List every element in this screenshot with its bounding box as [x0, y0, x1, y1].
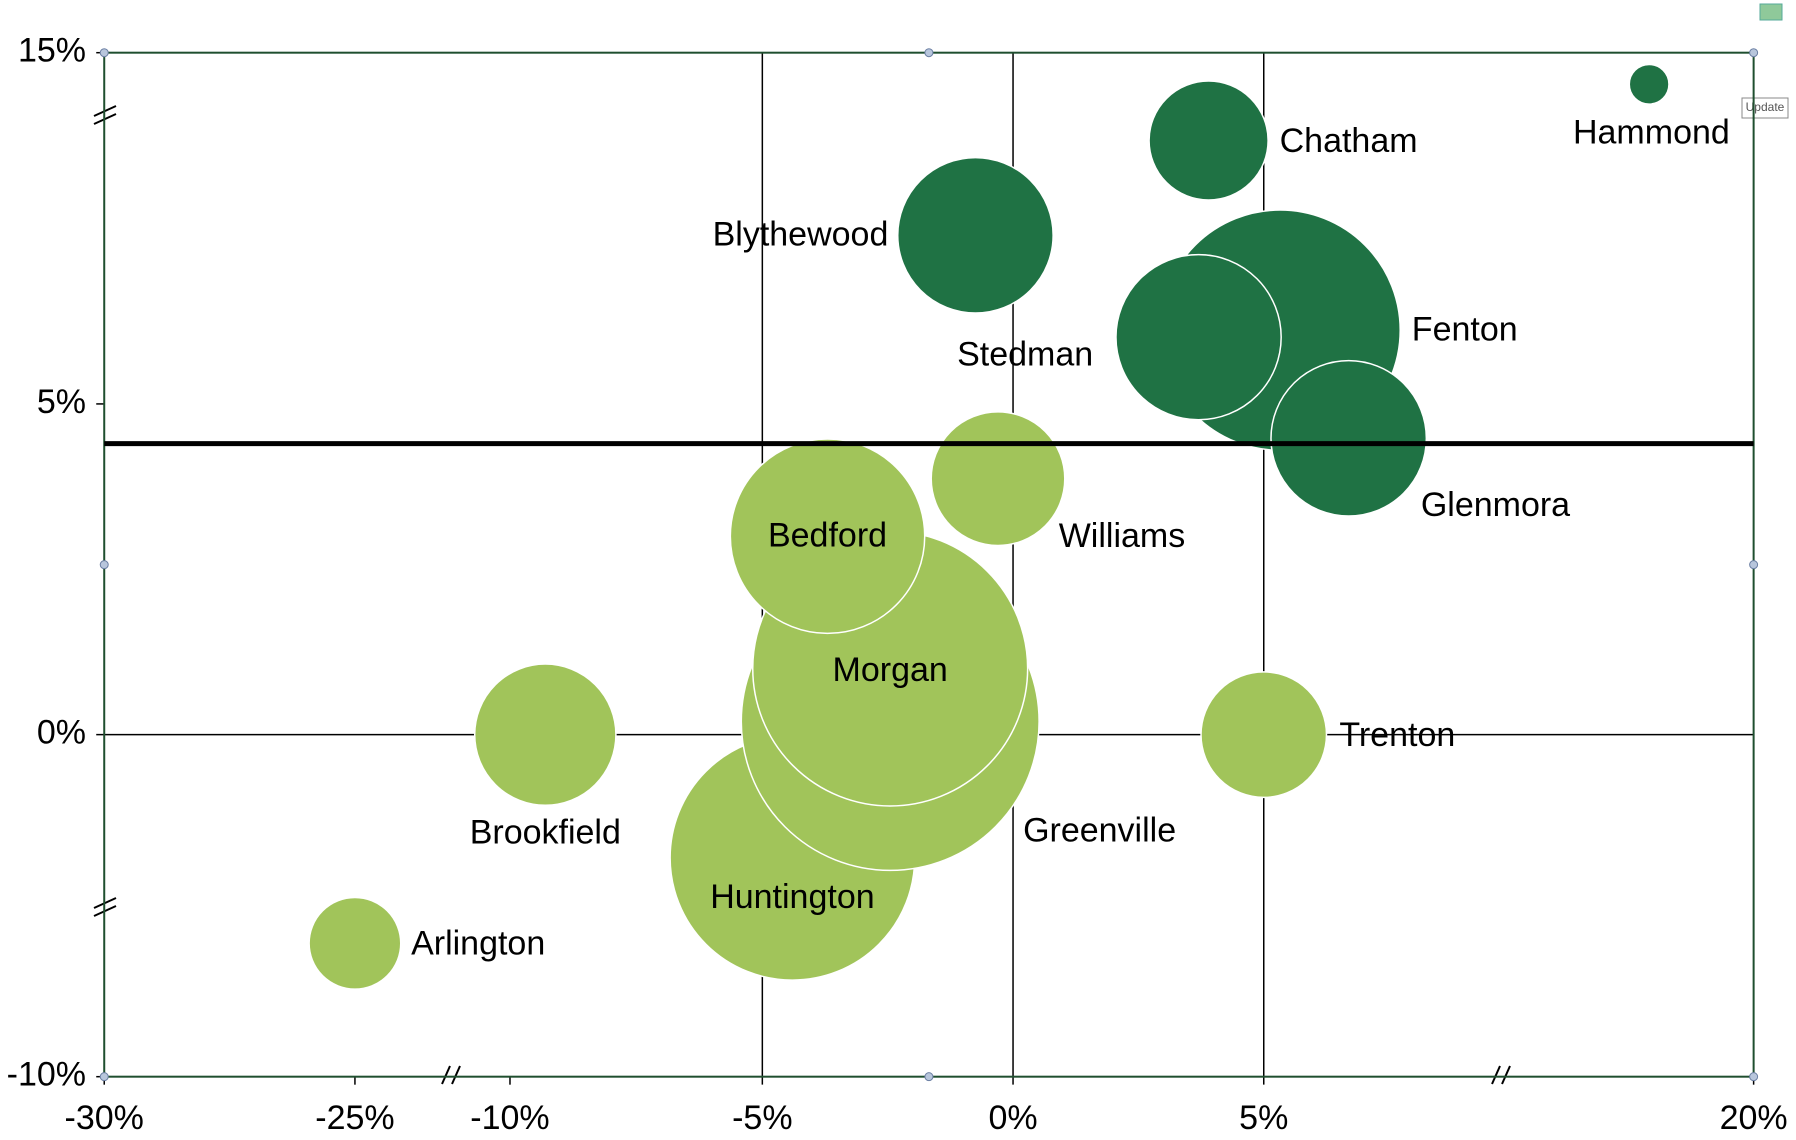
bubble-label: Bedford — [768, 516, 887, 554]
resize-handle — [99, 48, 109, 58]
bubble — [729, 438, 926, 635]
y-tick-label: 0% — [37, 714, 86, 752]
bubble-label: Blythewood — [713, 215, 889, 253]
bubble — [1148, 80, 1269, 201]
x-tick-label: -10% — [470, 1099, 549, 1137]
x-tick-label: 0% — [988, 1099, 1037, 1137]
bubble-label: Hammond — [1573, 114, 1730, 152]
bubble-label: Brookfield — [470, 813, 621, 851]
flag-icon — [1759, 3, 1783, 21]
resize-handle — [99, 560, 109, 570]
bubble-label: Arlington — [411, 925, 545, 963]
x-tick-label: -25% — [315, 1099, 394, 1137]
bubble-label: Chatham — [1280, 122, 1418, 160]
resize-handle — [924, 1072, 934, 1082]
resize-handle — [1749, 1072, 1759, 1082]
bubble — [473, 663, 617, 807]
y-tick-label: 15% — [18, 32, 86, 70]
bubble — [1270, 359, 1428, 517]
bubble-label: Huntington — [710, 878, 874, 916]
bubble-label: Glenmora — [1421, 486, 1570, 524]
bubble-label: Stedman — [957, 336, 1093, 374]
bubble — [1628, 63, 1670, 105]
bubble — [930, 411, 1066, 547]
bubble-label: Greenville — [1023, 812, 1176, 850]
x-tick-label: 5% — [1239, 1099, 1288, 1137]
bubble-label: Morgan — [833, 651, 948, 689]
bubble — [897, 156, 1054, 314]
x-tick-label: -30% — [65, 1099, 144, 1137]
resize-handle — [1749, 560, 1759, 570]
bubble-label: Trenton — [1339, 716, 1455, 754]
y-tick-label: -10% — [7, 1056, 86, 1094]
update-button[interactable]: Update — [1741, 97, 1789, 119]
bubble — [308, 896, 402, 990]
x-tick-label: 20% — [1720, 1099, 1788, 1137]
resize-handle — [924, 48, 934, 58]
update-label[interactable]: Update — [1746, 100, 1785, 114]
y-tick-label: 5% — [37, 383, 86, 421]
x-tick-label: -5% — [732, 1099, 792, 1137]
bubble-label: Fenton — [1412, 310, 1518, 348]
bubble — [1115, 253, 1282, 421]
resize-handle — [99, 1072, 109, 1082]
bubble-label: Williams — [1059, 517, 1186, 555]
bubble — [1200, 671, 1328, 799]
resize-handle — [1749, 48, 1759, 58]
